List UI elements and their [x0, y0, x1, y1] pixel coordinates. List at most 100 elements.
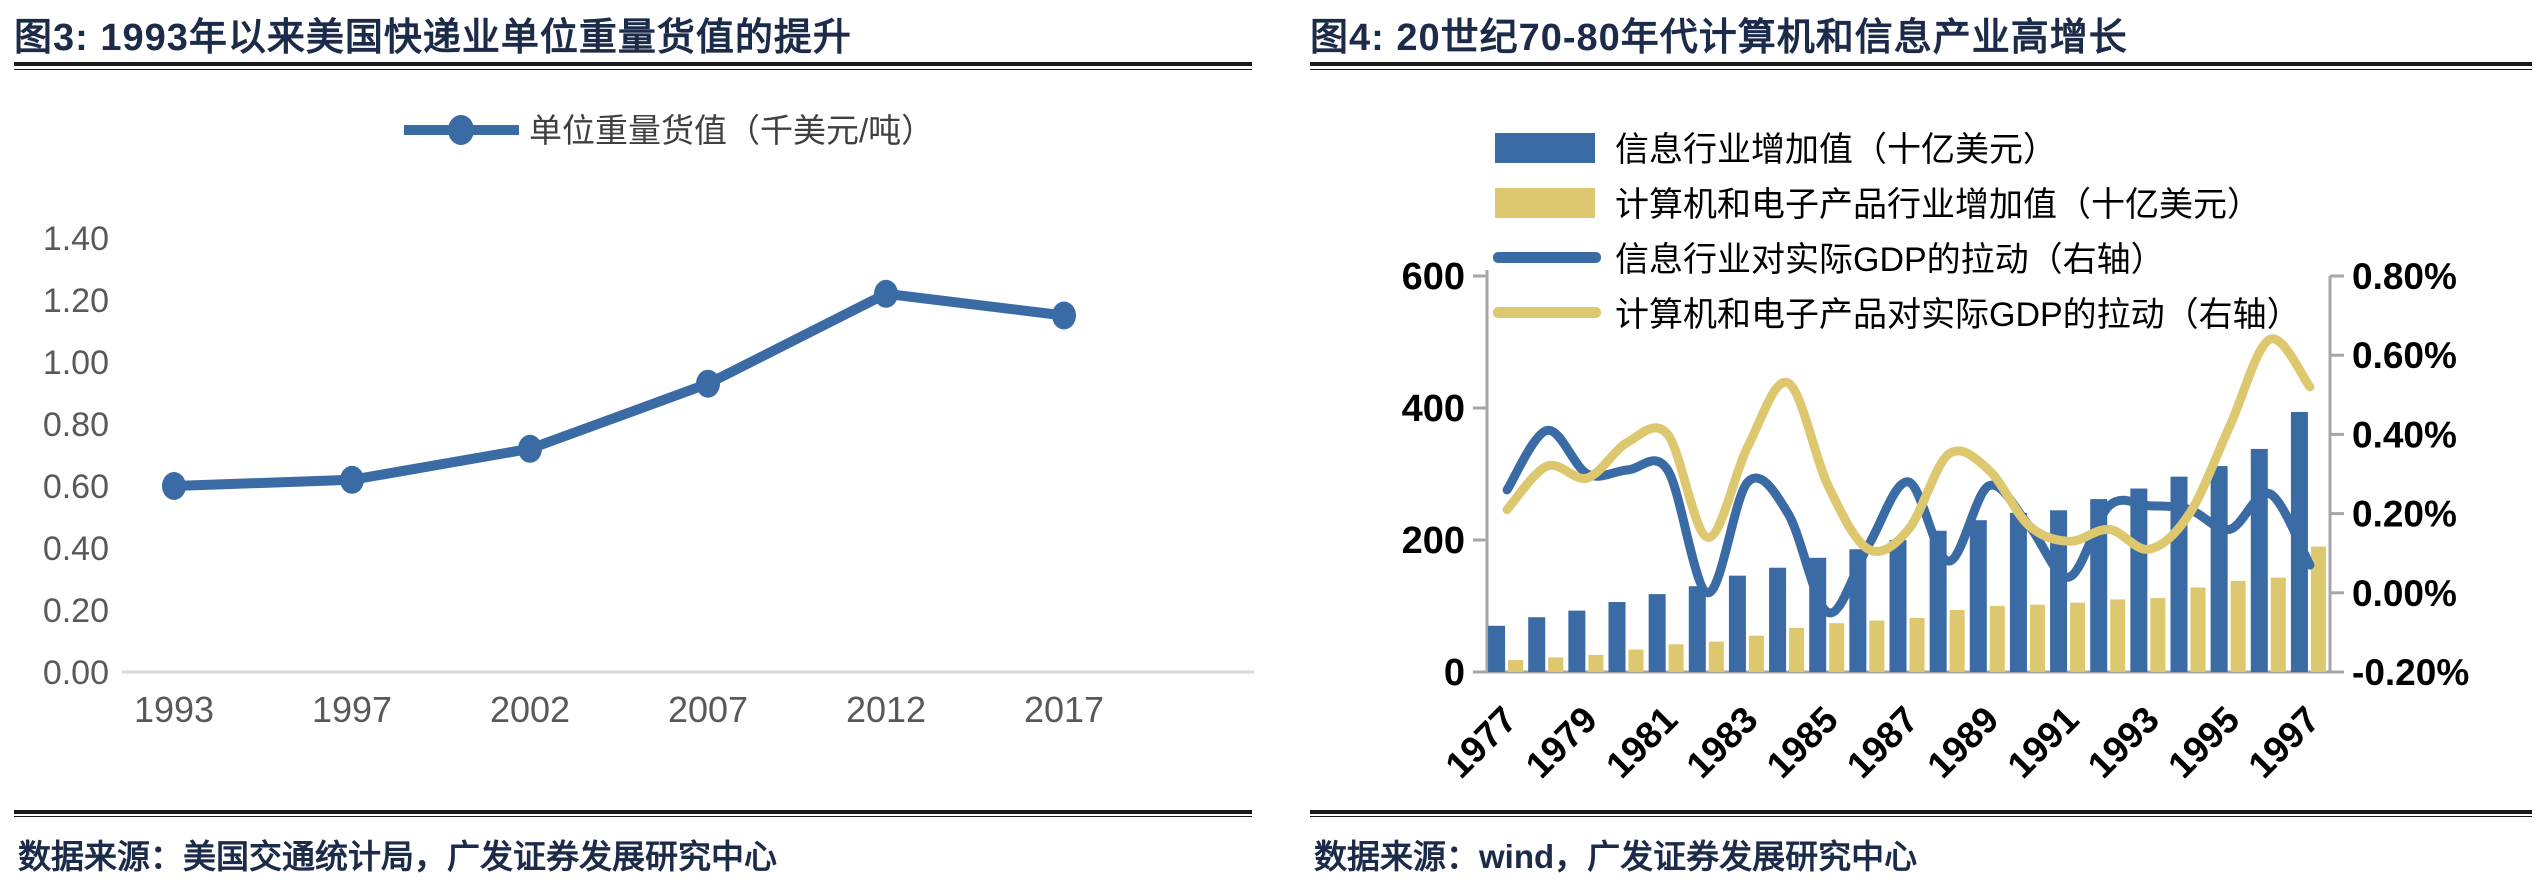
- figure3-line-chart: 1.40 1.20 1.00 0.80 0.60 0.40 0.20 0.00 1993 1997…: [43, 112, 1254, 730]
- legend-label: 计算机和电子产品对实际GDP的拉动（右轴）: [1615, 296, 2301, 334]
- legend-label: 信息行业对实际GDP的拉动（右轴）: [1615, 241, 2165, 279]
- legend-item: 计算机和电子产品行业增加值（十亿美元）: [1495, 186, 2261, 224]
- bar-computer-electronics-value-added: [2110, 599, 2126, 672]
- data-point-marker: [340, 465, 364, 494]
- legend-line-swatch: [1493, 252, 1601, 263]
- bar-computer-electronics-value-added: [1588, 654, 1604, 672]
- data-point-marker: [162, 472, 186, 500]
- legend: 单位重量货值（千美元/吨）: [404, 112, 934, 149]
- bar-computer-electronics-value-added: [2310, 546, 2326, 672]
- bar-info-industry-value-added: [1929, 530, 1947, 672]
- legend-label: 单位重量货值（千美元/吨）: [529, 112, 934, 149]
- x-axis-tick-label: 1977: [1438, 699, 1525, 786]
- figure3-title: 图3: 1993年以来美国快递业单位重量货值的提升: [14, 17, 852, 59]
- figure3-title-rule: [14, 62, 1252, 70]
- bar-computer-electronics-value-added: [2070, 602, 2086, 672]
- data-point-marker: [696, 369, 720, 398]
- bar-computer-electronics-value-added: [2029, 604, 2045, 672]
- bar-computer-electronics-value-added: [2270, 577, 2286, 672]
- bar-info-industry-value-added: [1648, 594, 1666, 672]
- y-axis-tick-label: 1.00: [43, 344, 109, 382]
- figure3-source: 数据来源：美国交通统计局，广发证券发展研究中心: [18, 838, 777, 875]
- x-axis-tick-label: 1997: [2240, 699, 2327, 786]
- x-axis-tick-label: 1983: [1678, 699, 1765, 786]
- bar-info-industry-value-added: [1608, 602, 1626, 672]
- bar-info-industry-value-added: [2130, 488, 2148, 672]
- x-axis-tick-label: 1993: [2080, 699, 2167, 786]
- x-axis-tick-label: 2017: [1024, 689, 1104, 730]
- right-axis-tick-label: 0.80%: [2352, 256, 2457, 297]
- line-info-industry-gdp-pull: [1502, 425, 2315, 618]
- figure4-source: 数据来源：wind，广发证券发展研究中心: [1314, 838, 1918, 875]
- x-axis-tick-label: 1993: [134, 689, 214, 730]
- legend: 信息行业增加值（十亿美元） 计算机和电子产品行业增加值（十亿美元） 信息行业对实际G…: [1493, 131, 2301, 334]
- left-axis-tick-label: 0: [1444, 652, 1465, 694]
- legend-item: 信息行业对实际GDP的拉动（右轴）: [1493, 241, 2165, 279]
- right-axis-tick-label: 0.20%: [2352, 494, 2457, 535]
- bar-info-industry-value-added: [1568, 610, 1586, 672]
- unit-value-line: [169, 288, 1069, 491]
- x-axis-tick-label: 2007: [668, 689, 748, 730]
- bar-computer-electronics-value-added: [1748, 635, 1764, 672]
- x-axis-tick-label: 2002: [490, 689, 570, 730]
- bar-computer-electronics-value-added: [1789, 627, 1805, 672]
- bar-info-industry-value-added: [2050, 510, 2068, 672]
- figure4-source-rule: [1310, 810, 2532, 817]
- legend-marker-swatch: [448, 115, 474, 145]
- data-point-marker: [874, 279, 898, 308]
- x-axis-tick-label: 1987: [1839, 699, 1926, 786]
- x-axis-tick-label: 1981: [1598, 699, 1685, 786]
- legend-bar-swatch: [1495, 188, 1595, 218]
- data-point-marker: [1052, 301, 1076, 330]
- right-axis-tick-label: -0.20%: [2352, 652, 2469, 693]
- left-axis-tick-label: 400: [1402, 388, 1465, 430]
- bar-info-industry-value-added: [1528, 617, 1546, 672]
- bar-computer-electronics-value-added: [1949, 609, 1965, 672]
- legend-item: 信息行业增加值（十亿美元）: [1495, 131, 2057, 169]
- figure3-panel: 图3: 1993年以来美国快递业单位重量货值的提升 1.40 1.20 1.00 0.…: [14, 0, 1260, 888]
- bar-computer-electronics-value-added: [1668, 644, 1684, 672]
- bar-info-industry-value-added: [2250, 448, 2268, 672]
- y-axis-tick-label: 0.00: [43, 654, 109, 692]
- bar-computer-electronics-value-added: [1628, 649, 1644, 672]
- line-computer-electronics-gdp-pull: [1502, 334, 2315, 556]
- x-axis-tick-label: 1989: [1919, 699, 2006, 786]
- y-axis-tick-label: 1.40: [43, 220, 109, 258]
- legend-bar-swatch: [1495, 133, 1595, 163]
- figure4-title-rule: [1310, 62, 2532, 70]
- y-axis-tick-label: 1.20: [43, 282, 109, 320]
- x-axis-tick-label: 1995: [2160, 699, 2247, 786]
- x-axis-tick-label: 2012: [846, 689, 926, 730]
- right-axis-tick-label: 0.40%: [2352, 414, 2457, 455]
- y-axis-tick-label: 0.40: [43, 530, 109, 568]
- bar-info-industry-value-added: [2210, 466, 2228, 672]
- bar-info-industry-value-added: [1969, 520, 1987, 672]
- left-axis-tick-label: 600: [1402, 256, 1465, 298]
- bar-info-industry-value-added: [1769, 567, 1787, 672]
- bar-info-industry-value-added: [1728, 575, 1746, 672]
- bar-computer-electronics-value-added: [2230, 580, 2246, 672]
- bar-computer-electronics-value-added: [1909, 617, 1925, 672]
- y-axis-tick-label: 0.60: [43, 468, 109, 506]
- bar-computer-electronics-value-added: [1708, 641, 1724, 672]
- legend-label: 计算机和电子产品行业增加值（十亿美元）: [1615, 186, 2261, 224]
- x-axis-tick-label: 1979: [1518, 699, 1605, 786]
- bar-computer-electronics-value-added: [2150, 598, 2166, 672]
- bar-computer-electronics-value-added: [2190, 587, 2206, 672]
- figure3-source-rule: [14, 810, 1252, 817]
- bar-info-industry-value-added: [1889, 540, 1907, 672]
- x-axis-tick-label: 1997: [312, 689, 392, 730]
- bar-computer-electronics-value-added: [1829, 623, 1845, 672]
- bar-info-industry-value-added: [1688, 586, 1706, 672]
- x-axis-tick-label: 1991: [2000, 699, 2087, 786]
- figure4-panel: 图4: 20世纪70-80年代计算机和信息产业高增长 600 400 200 0 0.8…: [1310, 0, 2540, 888]
- bar-info-industry-value-added: [2009, 512, 2027, 672]
- bar-computer-electronics-value-added: [1508, 660, 1524, 672]
- right-axis-tick-label: 0.00%: [2352, 573, 2457, 614]
- legend-item: 计算机和电子产品对实际GDP的拉动（右轴）: [1493, 296, 2301, 334]
- y-axis-tick-label: 0.20: [43, 592, 109, 630]
- figure4-bar-line-chart: 600 400 200 0 0.80% 0.60% 0.40% 0.20% 0.00% -0.20…: [1402, 131, 2470, 786]
- y-axis-tick-label: 0.80: [43, 406, 109, 444]
- bar-info-industry-value-added: [1488, 625, 1506, 672]
